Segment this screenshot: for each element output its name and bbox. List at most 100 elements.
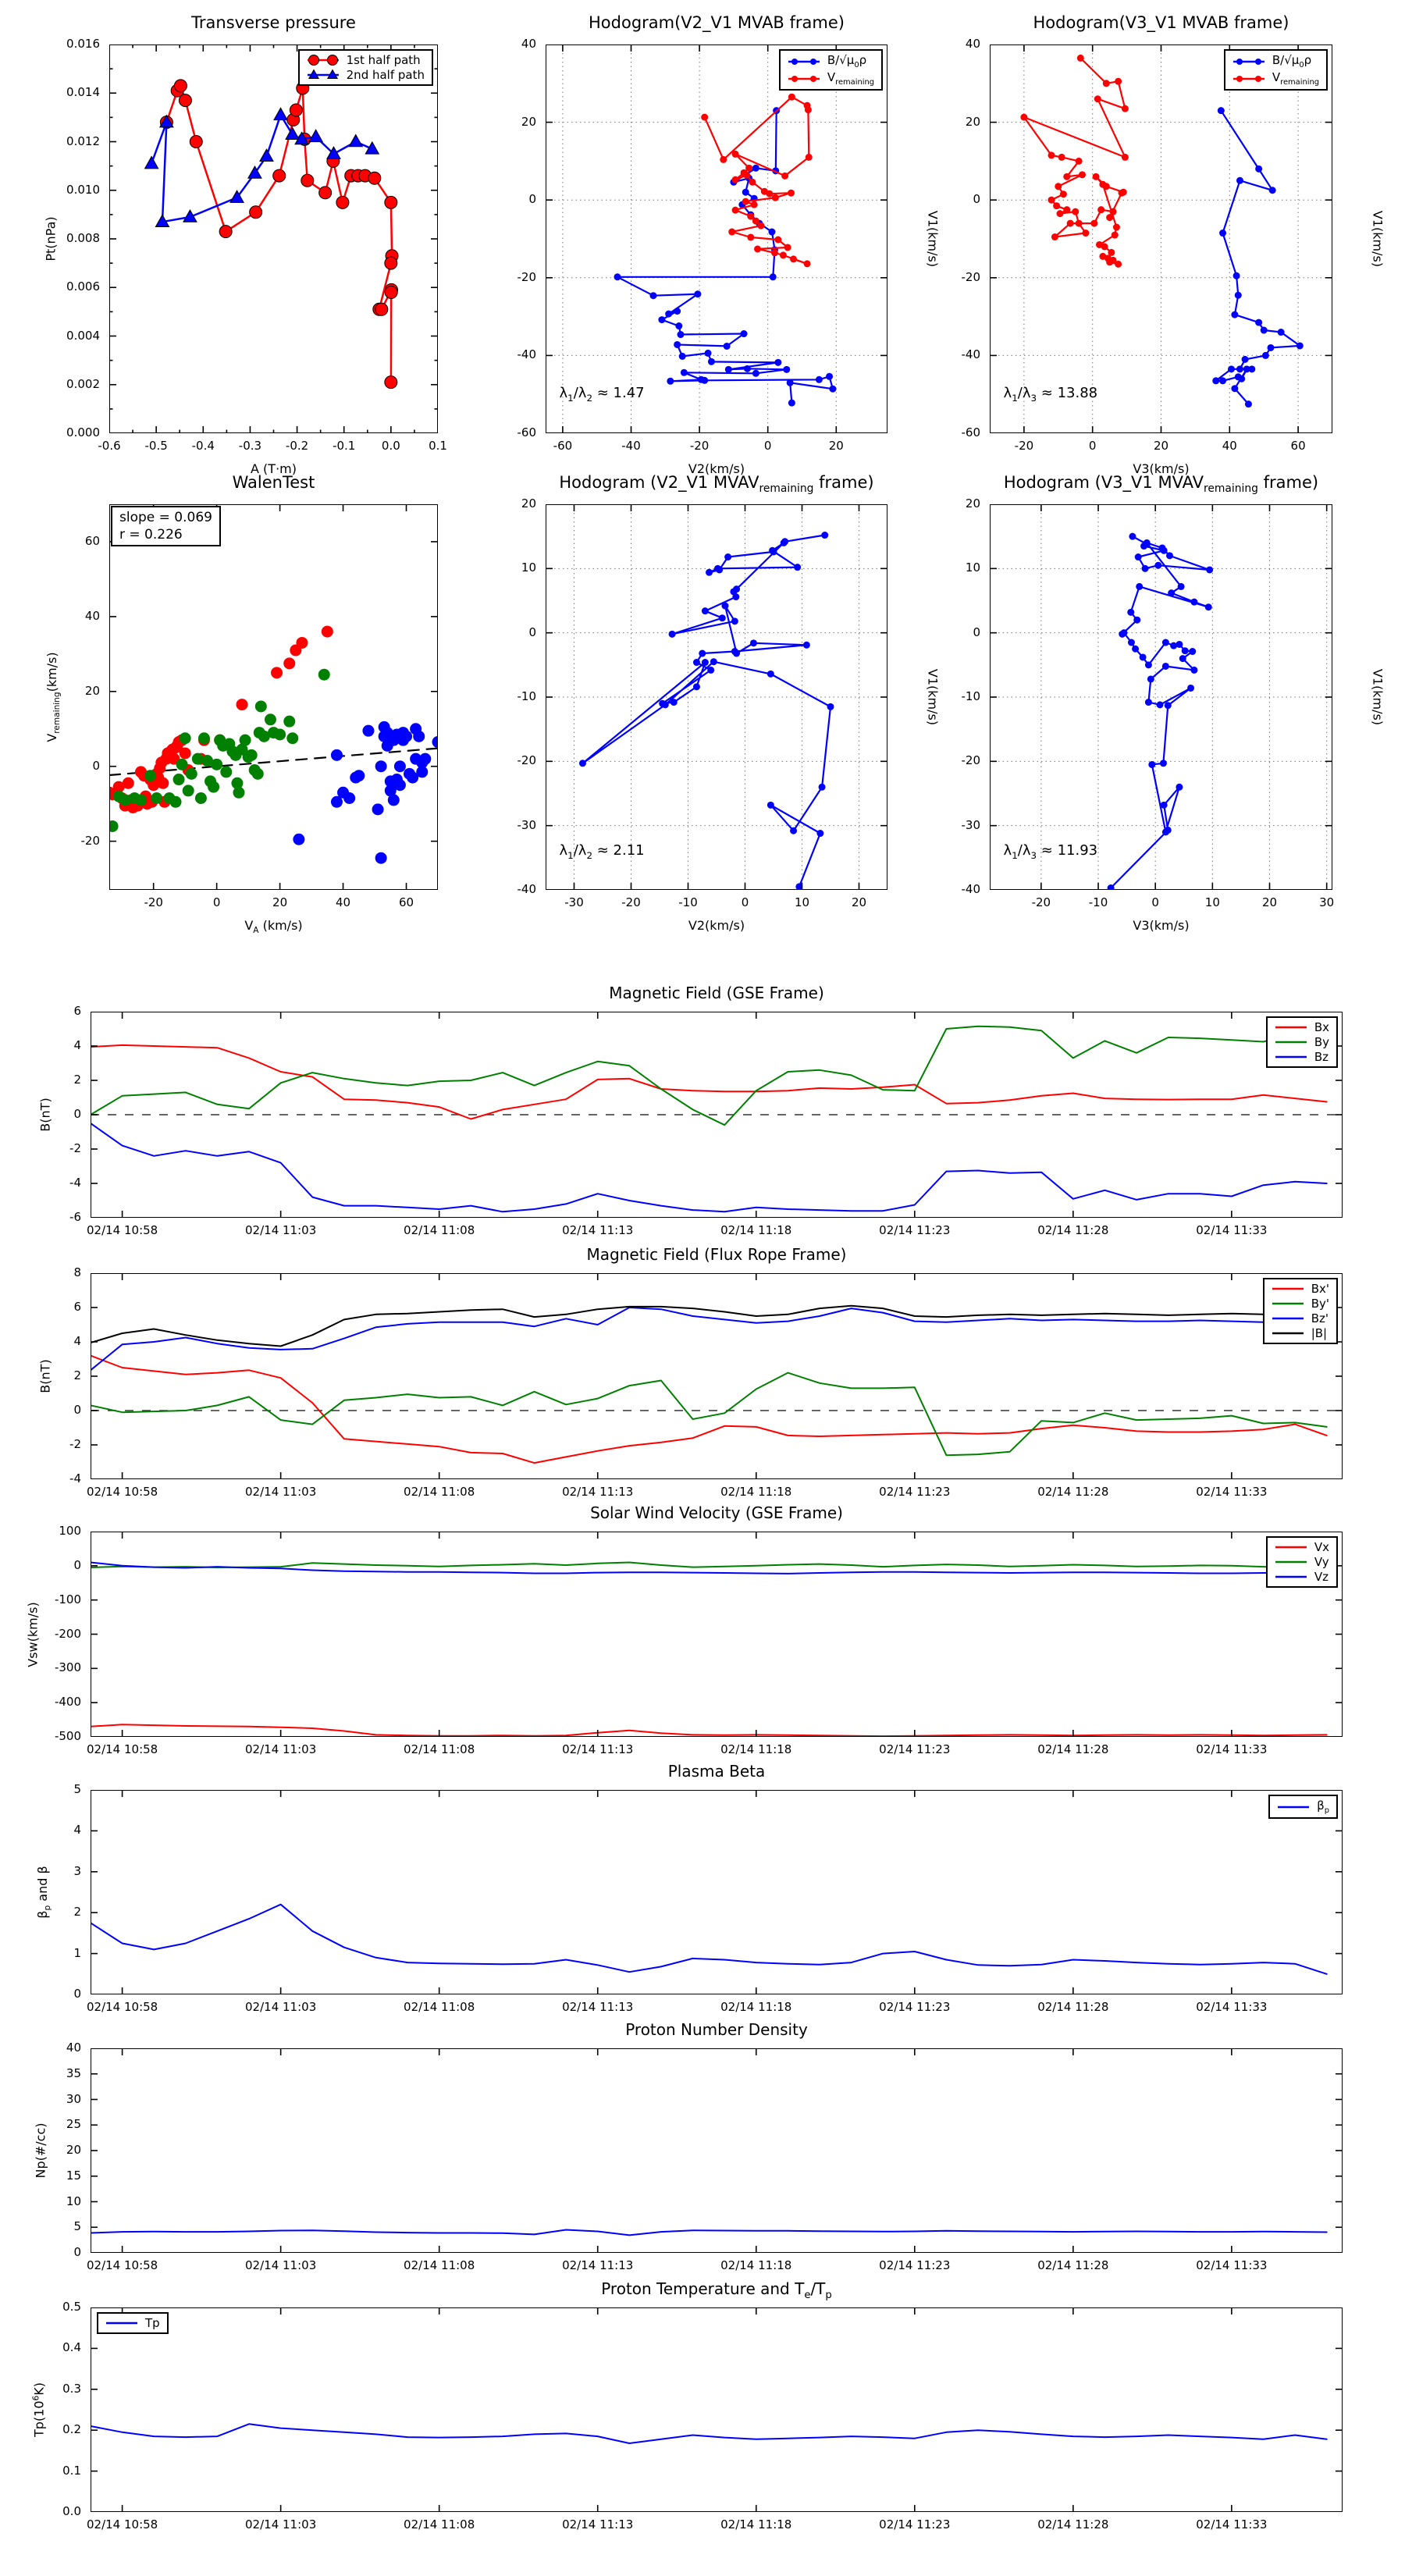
tick-label-x: 02/14 10:58 — [86, 2517, 158, 2532]
tick-label-y: -40 — [517, 347, 537, 362]
tick-label-x: 20 — [851, 895, 867, 909]
ts2-title: Magnetic Field (Flux Rope Frame) — [586, 1245, 847, 1264]
p5-title: Hodogram (V2_V1 MVAVremaining frame) — [559, 473, 874, 496]
tick-label-x: 10 — [1204, 895, 1220, 909]
tick-label-y: 1 — [73, 1945, 81, 1960]
tick-label-x: 20 — [828, 439, 844, 453]
ts2-legend: Bx' By' Bz' |B| — [1262, 1278, 1338, 1344]
tick-label-y: 6 — [73, 1300, 81, 1314]
p3-canvas — [990, 44, 1332, 433]
p2-xlabel: V2(km/s) — [688, 461, 745, 476]
plot-hodogram-v2v1-mvab: Hodogram(V2_V1 MVAB frame) -60 -40 -20 0 20 -6… — [518, 13, 941, 476]
tick-label-y: 0.008 — [66, 231, 100, 245]
tick-label-y: -20 — [517, 753, 537, 768]
tick-label-x: 02/14 11:18 — [720, 2000, 792, 2014]
ts3-ylabel: Vsw(km/s) — [25, 1601, 41, 1667]
tick-label-y: -6 — [69, 1210, 81, 1224]
tick-label-x: 02/14 11:23 — [879, 2258, 951, 2272]
ts6-ylabel: Tp(106K) — [31, 2382, 47, 2437]
p5-canvas — [546, 504, 887, 890]
tick-label-x: 02/14 11:23 — [879, 1223, 951, 1237]
legend-sample-circle — [307, 55, 339, 66]
tick-label-x: 60 — [1290, 439, 1306, 453]
tick-label-y: 3 — [73, 1863, 81, 1878]
ts3-title: Solar Wind Velocity (GSE Frame) — [590, 1503, 843, 1522]
tick-label-y: 40 — [84, 608, 100, 623]
plot-proton-density: Proton Number Density 02/14 10:58 02/14 11… — [34, 2020, 1343, 2272]
tick-label-x: 02/14 11:28 — [1037, 1223, 1109, 1237]
tick-label-x: -20 — [144, 895, 163, 909]
legend-sample-dot — [788, 58, 820, 65]
p1-canvas — [109, 44, 438, 433]
tick-label-y: 0.0 — [62, 2504, 81, 2518]
p4-xlabel: VA (km/s) — [244, 918, 303, 936]
plot-hodogram-v3v1-mvav: Hodogram (V3_V1 MVAVremaining frame) -20 -… — [962, 473, 1385, 933]
annotation: λ1/λ3 ≈ 11.93 — [1003, 841, 1098, 861]
ts5-canvas — [91, 2048, 1343, 2253]
tick-label-y: -500 — [54, 1729, 81, 1743]
tick-label-y: 30 — [66, 2091, 81, 2106]
legend-sample-line — [1278, 1806, 1310, 1808]
legend-sample-line — [1275, 1575, 1307, 1578]
tick-label-x: 0 — [741, 895, 749, 909]
tick-label-x: -10 — [1088, 895, 1108, 909]
plot-magnetic-field-gse: Magnetic Field (GSE Frame) 02/14 10:58 02/… — [38, 984, 1343, 1237]
tick-label-y: 4 — [73, 1038, 81, 1052]
tick-label-x: 02/14 11:03 — [245, 1223, 317, 1237]
tick-label-x: -20 — [621, 895, 641, 909]
tick-label-y: 0.014 — [66, 85, 100, 100]
p4-stats-box: slope = 0.069 r = 0.226 — [111, 506, 221, 547]
legend-item: B/√μ0ρ — [1231, 53, 1319, 69]
tick-label-y: 5 — [73, 1782, 81, 1796]
tick-label-x: -10 — [678, 895, 698, 909]
tick-label-y: 0 — [92, 758, 100, 773]
tick-label-y: 20 — [521, 114, 536, 129]
tick-label-x: 02/14 11:28 — [1037, 2517, 1109, 2532]
tick-label-x: 02/14 11:18 — [720, 2258, 792, 2272]
plot-hodogram-v2v1-mvav: Hodogram (V2_V1 MVAVremaining frame) -30 -… — [518, 473, 941, 933]
tick-label-x: 60 — [398, 895, 414, 909]
legend-label: 2nd half path — [346, 68, 425, 82]
tick-label-x: 0.1 — [429, 439, 447, 453]
legend-sample-line — [1275, 1055, 1307, 1059]
legend-sample-line — [1275, 1546, 1307, 1549]
legend-sample-dot — [1232, 58, 1264, 65]
p1-ylabel: Pt(nPa) — [43, 216, 59, 262]
p2-canvas — [546, 44, 887, 433]
tick-label-y: 0 — [73, 1403, 81, 1417]
legend-sample-triangle — [307, 69, 339, 80]
tick-label-y: -200 — [54, 1626, 81, 1641]
legend-sample-line — [1272, 1287, 1304, 1290]
tick-label-x: -40 — [621, 439, 641, 453]
tick-label-y: 20 — [66, 2143, 81, 2157]
tick-label-x: 02/14 10:58 — [86, 1742, 158, 1756]
p6-xlabel: V3(km/s) — [1133, 918, 1190, 933]
tick-label-y: 15 — [66, 2168, 81, 2183]
legend-label: By — [1314, 1035, 1329, 1049]
ts3-legend: Vx Vy Vz — [1265, 1536, 1338, 1588]
tick-label-x: 02/14 10:58 — [86, 1223, 158, 1237]
legend-item: Vy — [1273, 1555, 1329, 1569]
tick-label-x: 30 — [1319, 895, 1335, 909]
legend-label: Vremaining — [1272, 70, 1319, 87]
legend-item: Bz' — [1270, 1311, 1329, 1325]
ts5-title: Proton Number Density — [625, 2020, 808, 2039]
tick-label-x: 02/14 11:08 — [404, 1485, 475, 1499]
tick-label-x: 02/14 11:13 — [562, 2000, 634, 2014]
tick-label-x: -20 — [1014, 439, 1034, 453]
legend-label: Tp — [145, 2316, 160, 2330]
ts1-title: Magnetic Field (GSE Frame) — [609, 984, 824, 1002]
tick-label-x: 02/14 10:58 — [86, 1485, 158, 1499]
legend-label: |B| — [1311, 1326, 1328, 1340]
tick-label-y: 0.1 — [62, 2463, 81, 2478]
tick-label-y: 8 — [73, 1265, 81, 1279]
p3-ylabel: V1(km/s) — [1370, 210, 1385, 268]
legend-sample-line — [1272, 1302, 1304, 1305]
tick-label-x: 02/14 11:13 — [562, 2258, 634, 2272]
legend-sample-line — [1275, 1041, 1307, 1044]
tick-label-x: -0.2 — [285, 439, 309, 453]
ts6-legend: Tp — [97, 2312, 169, 2334]
p3-xlabel: V3(km/s) — [1133, 461, 1190, 476]
p2-legend: B/√μ0ρ Vremaining — [778, 49, 883, 91]
p2-ylabel: V1(km/s) — [925, 210, 941, 268]
